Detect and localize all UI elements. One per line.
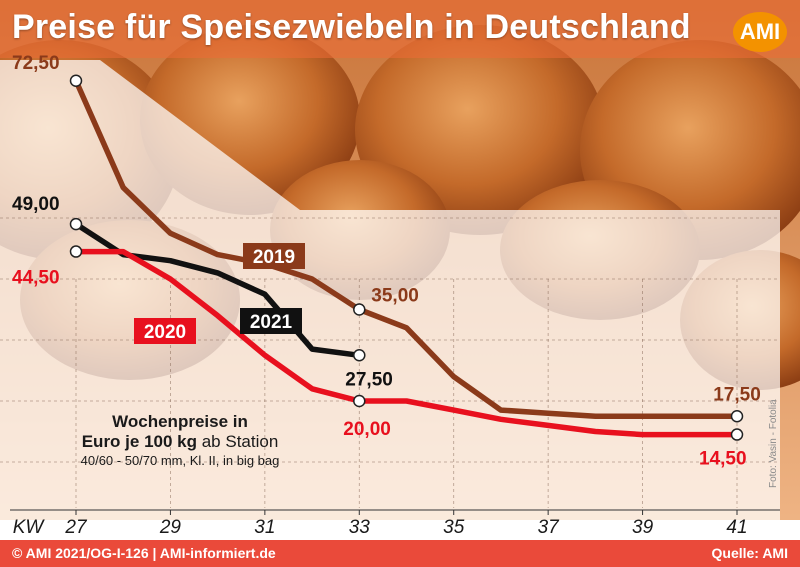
data-label-2020-kw41: 14,50 [699,449,747,470]
x-tick-label: 29 [159,517,182,538]
marker-2019-kw27 [69,74,83,87]
data-label-2021-kw27: 49,00 [12,194,60,215]
x-axis-title: KW [13,517,46,538]
x-tick-label: 39 [632,517,654,538]
series-layer [73,78,740,438]
series-tag-2019: 2019 [253,247,295,268]
series-tag-bg-2019 [243,243,305,269]
data-label-2020-kw27: 44,50 [12,268,60,289]
series-tag-bg-2020 [134,318,196,344]
x-tick-label: 35 [443,517,465,538]
x-tick-label: 37 [538,517,561,538]
footer-source: Quelle: AMI [711,545,789,561]
data-label-2020-kw33: 20,00 [343,419,391,440]
data-points [69,74,744,441]
footer-copyright: © AMI 2021/OG-I-126 | AMI-informiert.de [12,545,276,561]
photo-credit: Foto: Vasin - Fotolia [768,399,779,488]
data-labels: 2019 2020 2021 72,50 35,00 17,50 44,50 20,00 14,… [12,53,761,470]
unit-line-3: 40/60 - 50/70 mm, Kl. II, in big bag [80,453,280,468]
marker-2020-kw33 [353,394,366,408]
marker-2020-kw27 [69,245,83,258]
series-line-2020 [73,248,740,438]
x-axis: KW 27 29 31 33 35 37 39 41 [10,509,780,538]
chart-title: Preise für Speisezwiebeln in Deutschland [12,8,691,46]
marker-2019-kw41 [730,410,744,423]
unit-description: Wochenpreise in Euro je 100 kg ab Statio… [50,412,310,470]
series-tag-2020: 2020 [144,322,186,343]
x-tick-label: 31 [254,517,275,538]
x-tick-label: 33 [349,517,371,538]
marker-2021-kw27 [69,217,83,231]
series-line-2021 [73,221,363,359]
marker-2020-kw41 [730,428,744,441]
x-tick-label: 27 [64,517,88,538]
x-tick-label: 41 [726,517,747,538]
footer-bar: © AMI 2021/OG-I-126 | AMI-informiert.de … [0,540,800,567]
data-label-2021-kw33: 27,50 [345,369,393,390]
data-label-2019-kw41: 17,50 [713,384,761,405]
data-label-2019-kw27: 72,50 [12,53,60,74]
series-tag-bg-2021 [240,308,302,334]
unit-line-1: Wochenpreise in [112,412,248,431]
unit-line-2-rest: ab Station [197,432,279,451]
marker-2021-kw33 [353,349,366,362]
data-label-2019-kw33: 35,00 [371,286,419,307]
marker-2019-kw33 [353,303,366,316]
unit-line-2-bold: Euro je 100 kg [81,432,197,451]
series-line-2019 [73,78,740,420]
series-tag-2021: 2021 [250,312,293,333]
unit-line-2: Euro je 100 kg ab Station [50,432,310,452]
ami-logo: AMI [733,12,787,52]
